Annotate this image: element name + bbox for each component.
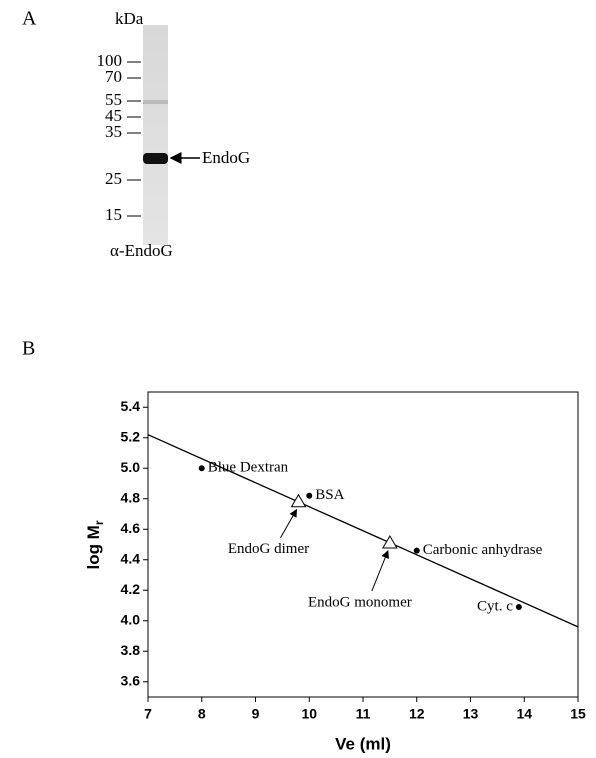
x-axis-title: Ve (ml) [335, 734, 391, 753]
point-label: EndoG dimer [228, 541, 309, 557]
x-tick-label: 11 [356, 706, 371, 722]
marker-label: 70 [105, 67, 122, 86]
figure: A kDa 100 70 55 45 35 25 15 EndoG α-Endo… [0, 0, 596, 758]
x-tick-label: 9 [252, 706, 260, 722]
marker-label: 35 [105, 122, 122, 141]
blot-faint-band [143, 100, 168, 104]
point-label: Carbonic anhydrase [423, 542, 543, 558]
label-arrow [281, 510, 297, 538]
blot-band [143, 153, 168, 164]
y-axis-title-main: log M [84, 525, 103, 569]
x-tick-label: 15 [570, 706, 586, 722]
point-label: Cyt. c [477, 598, 513, 614]
x-tick-label: 12 [409, 706, 425, 722]
y-tick-label: 5.4 [121, 398, 141, 414]
panel-label: A [22, 8, 37, 30]
marker-label: 15 [105, 205, 122, 224]
sample-point [292, 495, 306, 507]
standard-point [306, 493, 312, 499]
y-tick-label: 4.8 [121, 489, 141, 505]
label-arrow [372, 551, 388, 591]
y-tick-label: 5.0 [121, 459, 141, 475]
y-tick-label: 3.6 [121, 672, 141, 688]
panel-label: B [22, 338, 35, 360]
x-tick-label: 10 [301, 706, 317, 722]
point-label: EndoG monomer [308, 594, 412, 610]
y-tick-label: 4.2 [121, 581, 141, 597]
marker-label: 25 [105, 169, 122, 188]
y-axis-title-sub: r [92, 520, 106, 525]
x-tick-label: 14 [516, 706, 532, 722]
band-label: EndoG [202, 148, 250, 167]
blot-lane [143, 25, 168, 245]
marker-ticks [127, 62, 141, 216]
standard-point [199, 465, 205, 471]
x-tick-label: 13 [463, 706, 479, 722]
x-tick-label: 7 [144, 706, 152, 722]
antibody-label: α-EndoG [110, 241, 173, 260]
y-tick-label: 4.0 [121, 611, 141, 627]
y-tick-label: 4.6 [121, 520, 141, 536]
marker-ladder: 100 70 55 45 35 25 15 [97, 51, 142, 224]
x-tick-label: 8 [198, 706, 206, 722]
y-tick-label: 5.2 [121, 428, 141, 444]
y-axis-title: log Mr [84, 520, 106, 569]
standard-point [516, 604, 522, 610]
point-label: Blue Dextran [208, 460, 289, 476]
y-tick-label: 3.8 [121, 642, 141, 658]
y-tick-label: 4.4 [121, 550, 141, 566]
standard-point [414, 548, 420, 554]
point-label: BSA [315, 487, 344, 503]
plot: 3.6 3.8 4.0 4.2 4.4 4.6 4.8 5.0 5.2 5.4 7 8 9 10 11 12 1… [84, 392, 586, 753]
sample-point [383, 536, 397, 548]
unit-label: kDa [115, 9, 144, 28]
